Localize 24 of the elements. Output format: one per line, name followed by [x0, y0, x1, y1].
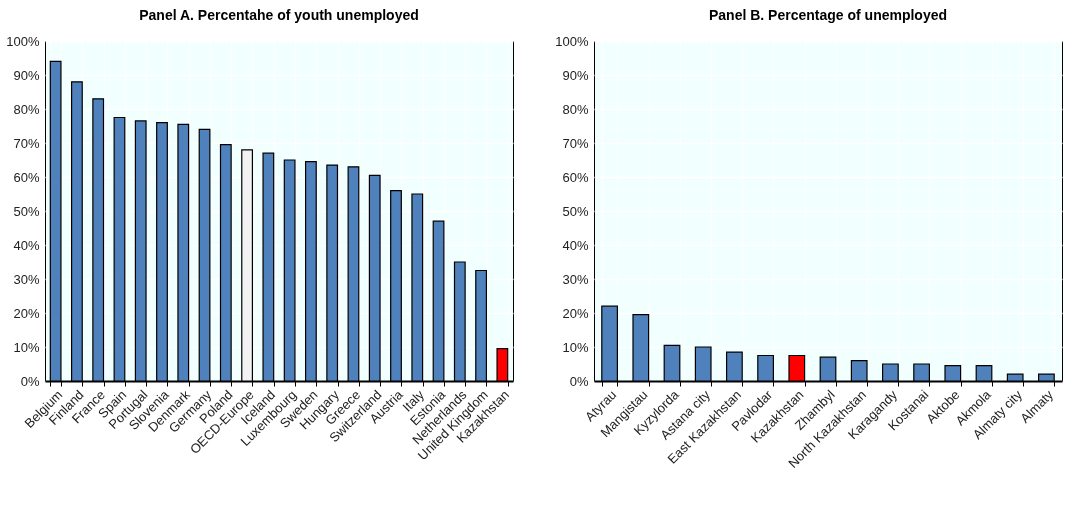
y-tick-label: 40%	[13, 237, 40, 253]
y-tick-label: 70%	[13, 135, 40, 151]
y-tick-label: 10%	[562, 339, 589, 355]
y-tick-label: 80%	[13, 101, 40, 117]
y-tick-label: 60%	[562, 169, 589, 185]
y-tick-label: 60%	[13, 169, 40, 185]
y-tick-label: 50%	[562, 203, 589, 219]
y-tick-label: 0%	[569, 373, 589, 389]
y-tick-label: 0%	[20, 373, 40, 389]
chart-title: Panel B. Percentage of unemployed	[708, 7, 948, 23]
y-tick-label: 80%	[562, 101, 589, 117]
y-tick-label: 70%	[562, 135, 589, 151]
y-tick-label: 100%	[6, 33, 40, 49]
y-tick-label: 30%	[562, 271, 589, 287]
y-tick-label: 20%	[13, 305, 40, 321]
y-tick-label: 50%	[13, 203, 40, 219]
y-tick-label: 20%	[562, 305, 589, 321]
y-tick-label: 90%	[13, 67, 40, 83]
y-tick-label: 90%	[562, 67, 589, 83]
y-tick-label: 10%	[13, 339, 40, 355]
y-tick-label: 30%	[13, 271, 40, 287]
chart-title: Panel A. Percentahe of youth unemployed	[139, 7, 419, 23]
y-tick-label: 40%	[562, 237, 589, 253]
y-tick-label: 100%	[555, 33, 589, 49]
